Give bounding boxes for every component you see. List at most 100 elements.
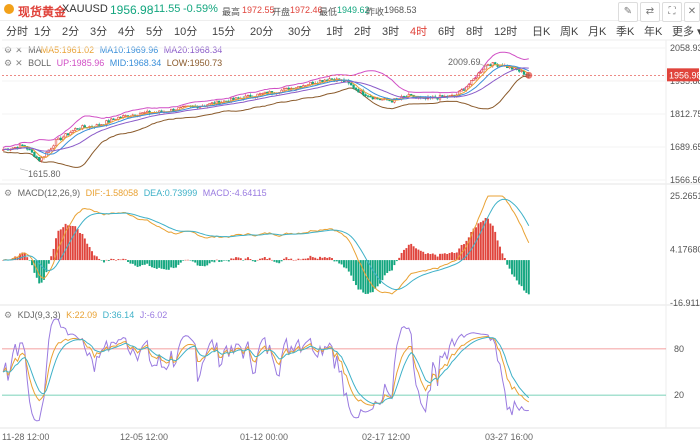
candle <box>114 119 118 121</box>
macd-bar <box>374 260 377 289</box>
macd-bar <box>422 251 425 261</box>
interval-21[interactable]: 年K <box>644 26 663 38</box>
macd-bar <box>225 260 228 261</box>
close-icon[interactable]: ✕ <box>684 2 700 22</box>
interval-6[interactable]: 10分 <box>174 26 198 38</box>
candle <box>306 84 310 86</box>
macd-bar <box>527 260 530 295</box>
candle <box>59 137 62 141</box>
interval-1[interactable]: 1分 <box>34 26 52 38</box>
interval-20[interactable]: 季K <box>616 26 635 38</box>
candle <box>388 99 391 102</box>
macd-bar <box>475 227 477 261</box>
compare-icon[interactable]: ⇄ <box>640 2 660 22</box>
macd-bar <box>127 260 129 262</box>
settings-icon[interactable]: ⚙ <box>4 188 13 198</box>
macd-bar <box>463 244 465 261</box>
macd-bar <box>523 260 525 291</box>
interval-5[interactable]: 5分 <box>146 26 164 38</box>
candle <box>453 94 456 97</box>
interval-17[interactable]: 日K <box>532 26 551 38</box>
boll-up-value: UP:1985.96 <box>56 58 105 68</box>
macd-tick-label: 25.26514 <box>670 191 700 201</box>
candle <box>50 147 53 151</box>
macd-bar <box>285 257 288 261</box>
interval-18[interactable]: 周K <box>560 26 579 38</box>
macd-bar <box>491 225 494 261</box>
interval-8[interactable]: 20分 <box>250 26 274 38</box>
interval-16[interactable]: 12时 <box>494 26 518 38</box>
macd-bar <box>496 240 499 261</box>
candle <box>227 100 230 103</box>
interval-15[interactable]: 8时 <box>466 26 484 38</box>
candle <box>263 91 266 94</box>
ma20-value: MA20:1968.34 <box>163 45 223 55</box>
interval-0[interactable]: 分时 <box>6 26 28 38</box>
settings-icon[interactable]: ⚙ <box>4 58 13 68</box>
interval-13[interactable]: 4时 <box>410 26 428 38</box>
macd-bar <box>271 259 273 261</box>
macd-bar <box>419 250 422 261</box>
macd-macd-value: MACD:-4.64115 <box>202 188 267 198</box>
price-tick-label: 1689.65 <box>670 142 700 152</box>
interval-12[interactable]: 3时 <box>382 26 400 38</box>
prev-close-label: 昨收 <box>366 7 385 17</box>
interval-2[interactable]: 2分 <box>62 26 80 38</box>
interval-14[interactable]: 6时 <box>438 26 456 38</box>
candle <box>304 85 307 87</box>
close-icon[interactable]: ✕ <box>15 45 23 55</box>
macd-bar <box>163 260 165 270</box>
macd-bar <box>16 256 19 261</box>
candle <box>110 118 113 123</box>
interval-4[interactable]: 4分 <box>118 26 136 38</box>
macd-bar <box>139 260 141 267</box>
interval-7[interactable]: 15分 <box>212 26 236 38</box>
macd-bar <box>515 260 518 281</box>
macd-bar <box>28 260 31 261</box>
macd-legend: ⚙ MACD(12,26,9) DIF:-1.58058 DEA:0.73999… <box>4 188 270 199</box>
candle <box>311 81 314 85</box>
interval-9[interactable]: 30分 <box>288 26 312 38</box>
macd-bar <box>52 248 55 261</box>
candle <box>386 97 389 101</box>
settings-icon[interactable]: ⚙ <box>4 310 13 320</box>
candle <box>422 97 425 99</box>
macd-bar <box>335 260 338 262</box>
interval-10[interactable]: 1时 <box>326 26 344 38</box>
candle <box>102 124 106 126</box>
interval-22[interactable]: 更多 ▾ <box>672 26 700 38</box>
price-tick-label: 1935.88 <box>670 76 700 86</box>
macd-bar <box>381 260 384 281</box>
macd-bar <box>107 260 110 261</box>
macd-bar <box>359 260 362 290</box>
macd-bar <box>364 260 367 294</box>
candle <box>71 130 74 133</box>
macd-bar <box>112 259 115 261</box>
macd-bar <box>275 260 278 263</box>
interval-11[interactable]: 2时 <box>354 26 372 38</box>
draw-icon[interactable]: ✎ <box>618 2 638 22</box>
candle <box>522 70 526 75</box>
macd-bar <box>451 252 453 261</box>
candle <box>95 124 98 128</box>
macd-bar <box>388 260 391 272</box>
macd-bar <box>431 253 434 261</box>
interval-3[interactable]: 3分 <box>90 26 108 38</box>
low-label: 最低 <box>319 7 338 17</box>
candle <box>52 145 55 149</box>
macd-bar <box>472 228 475 261</box>
candle <box>515 67 518 70</box>
candle <box>460 89 463 92</box>
interval-19[interactable]: 月K <box>588 26 607 38</box>
macd-bar <box>460 244 463 261</box>
macd-bar <box>405 248 408 261</box>
settings-icon[interactable]: ⚙ <box>4 45 13 55</box>
macd-bar <box>249 259 252 261</box>
candle <box>38 157 41 161</box>
macd-bar <box>263 257 266 261</box>
candle <box>333 79 336 82</box>
fullscreen-icon[interactable]: ⛶ <box>662 2 682 22</box>
candle <box>282 88 286 91</box>
close-icon[interactable]: ✕ <box>15 58 23 68</box>
macd-bar <box>134 260 137 266</box>
